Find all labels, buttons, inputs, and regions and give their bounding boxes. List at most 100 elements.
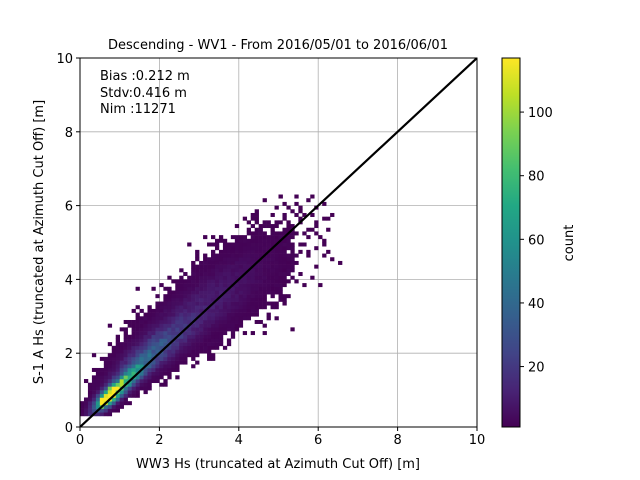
heatmap-cell xyxy=(250,294,255,299)
heatmap-cell xyxy=(310,227,315,232)
heatmap-cell xyxy=(175,301,180,306)
heatmap-cell xyxy=(250,301,255,306)
heatmap-cell xyxy=(115,334,120,339)
x-tick-label: 0 xyxy=(76,433,84,448)
heatmap-cell xyxy=(290,327,295,332)
heatmap-cell xyxy=(187,308,192,313)
heatmap-cell xyxy=(175,345,180,350)
heatmap-cell xyxy=(91,397,97,402)
heatmap-cell xyxy=(302,242,307,247)
heatmap-cell xyxy=(99,386,105,391)
heatmap-cell xyxy=(222,272,228,277)
heatmap-cell xyxy=(95,404,101,409)
heatmap-cell xyxy=(230,249,236,254)
heatmap-cell xyxy=(214,286,220,291)
heatmap-cell xyxy=(163,305,168,310)
heatmap-cell xyxy=(226,268,232,273)
heatmap-cell xyxy=(183,294,188,299)
heatmap-cell xyxy=(139,364,144,369)
heatmap-cell xyxy=(214,308,220,313)
heatmap-cell xyxy=(111,397,117,402)
x-axis-label: WW3 Hs (truncated at Azimuth Cut Off) [m… xyxy=(136,457,420,472)
heatmap-cell xyxy=(107,401,113,406)
heatmap-cell xyxy=(286,224,291,229)
heatmap-cell xyxy=(191,286,196,291)
y-tick-label: 4 xyxy=(65,273,73,288)
heatmap-cell xyxy=(258,301,263,306)
heatmap-cell xyxy=(322,216,327,221)
heatmap-cell xyxy=(274,286,279,291)
heatmap-cell xyxy=(195,345,200,350)
heatmap-cell xyxy=(250,312,255,317)
heatmap-cell xyxy=(139,360,144,365)
heatmap-cell xyxy=(179,297,184,302)
heatmap-cell xyxy=(175,342,180,347)
heatmap-cell xyxy=(183,301,188,306)
heatmap-cell xyxy=(167,275,172,280)
heatmap-cell xyxy=(135,305,140,310)
heatmap-cell xyxy=(167,301,172,306)
heatmap-cell xyxy=(159,331,164,336)
heatmap-cell xyxy=(147,356,152,361)
heatmap-cell xyxy=(262,268,267,273)
heatmap-cell xyxy=(91,401,97,406)
heatmap-cell xyxy=(103,390,109,395)
heatmap-cell xyxy=(175,294,180,299)
heatmap-cell xyxy=(266,224,271,229)
heatmap-cell xyxy=(222,283,228,288)
heatmap-cell xyxy=(95,401,101,406)
heatmap-cell xyxy=(183,305,188,310)
y-axis-label: S-1 A Hs (truncated at Azimuth Cut Off) … xyxy=(32,100,47,384)
heatmap-cell xyxy=(246,290,252,295)
heatmap-cell xyxy=(171,316,176,321)
heatmap-cell xyxy=(95,386,101,391)
heatmap-cell xyxy=(183,272,188,277)
heatmap-cell xyxy=(195,253,200,258)
heatmap-cell xyxy=(302,212,307,217)
heatmap-cell xyxy=(266,286,271,291)
heatmap-cell xyxy=(242,235,248,240)
heatmap-cell xyxy=(123,390,128,395)
heatmap-cell xyxy=(167,305,172,310)
heatmap-cell xyxy=(183,283,188,288)
heatmap-cell xyxy=(203,342,208,347)
heatmap-cell xyxy=(163,319,168,324)
heatmap-cell xyxy=(187,275,192,280)
heatmap-cell xyxy=(199,297,204,302)
heatmap-cell xyxy=(218,316,224,321)
heatmap-cell xyxy=(115,386,120,391)
heatmap-cell xyxy=(294,279,299,284)
heatmap-cell xyxy=(147,382,152,387)
heatmap-cell xyxy=(99,401,105,406)
heatmap-cell xyxy=(242,242,248,247)
heatmap-cell xyxy=(250,257,255,262)
heatmap-cell xyxy=(246,264,252,269)
heatmap-cell xyxy=(135,393,140,398)
heatmap-cell xyxy=(234,249,240,254)
heatmap-cell xyxy=(282,242,287,247)
heatmap-cell xyxy=(226,249,232,254)
heatmap-cell xyxy=(254,275,259,280)
heatmap-cell xyxy=(151,334,156,339)
y-tick-label: 8 xyxy=(65,126,73,141)
heatmap-cell xyxy=(119,375,124,380)
heatmap-cell xyxy=(282,297,287,302)
heatmap-cell xyxy=(274,257,279,262)
heatmap-cell xyxy=(195,275,200,280)
heatmap-cell xyxy=(278,294,283,299)
heatmap-cell xyxy=(246,246,252,251)
heatmap-cell xyxy=(246,294,252,299)
heatmap-cell xyxy=(211,319,216,324)
heatmap-cell xyxy=(242,283,248,288)
heatmap-cell xyxy=(183,319,188,324)
heatmap-cell xyxy=(230,312,236,317)
heatmap-cell xyxy=(195,327,200,332)
heatmap-cell xyxy=(266,257,271,262)
heatmap-cell xyxy=(139,323,144,328)
heatmap-cell xyxy=(171,305,176,310)
heatmap-cell xyxy=(230,275,236,280)
heatmap-cell xyxy=(115,367,120,372)
heatmap-cell xyxy=(123,338,128,343)
heatmap-cell xyxy=(167,331,172,336)
heatmap-cell xyxy=(207,349,212,354)
